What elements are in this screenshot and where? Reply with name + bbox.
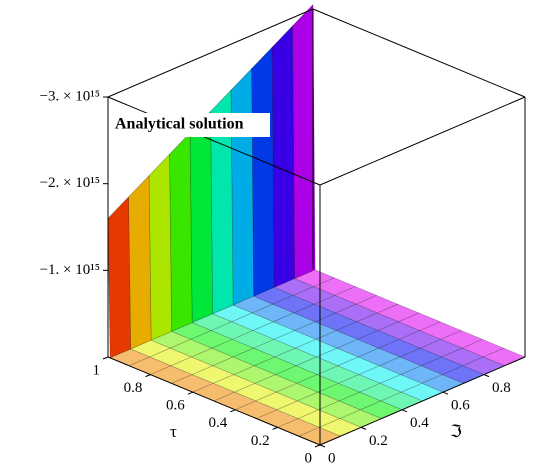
surface-patch: [254, 391, 299, 411]
surface-patch: [210, 321, 254, 340]
x-tick: [230, 409, 236, 413]
surface-patch: [419, 339, 463, 358]
box-edge: [107, 96, 321, 186]
z-tick-label: −3. × 10¹⁵: [40, 88, 100, 104]
surface-patch: [169, 339, 213, 358]
annotation-background: [112, 113, 270, 137]
surface-patch: [211, 339, 255, 358]
surface-patch: [190, 347, 234, 367]
surface-patch: [293, 303, 337, 323]
surface-patch: [297, 409, 341, 428]
y-axis-label: ℑ: [450, 422, 462, 441]
surface-patch: [338, 391, 382, 411]
y-tick: [319, 444, 326, 448]
surface-patch: [399, 347, 443, 367]
surface-patch: [274, 347, 318, 367]
box-edge: [312, 8, 526, 98]
y-tick-label: 0: [328, 450, 336, 466]
surface-patch: [376, 303, 420, 323]
surface-patch: [233, 383, 277, 402]
surface-patch: [232, 347, 276, 367]
y-tick: [401, 409, 408, 413]
surface-patch: [377, 339, 422, 358]
box-edge: [107, 8, 314, 98]
y-tick: [360, 426, 367, 430]
surface-patch: [271, 295, 316, 314]
x-tick-label: 0: [305, 450, 313, 466]
surface-patch: [334, 303, 379, 323]
surface-patch: [273, 278, 315, 296]
x-tick: [145, 374, 151, 378]
box-edge: [319, 356, 526, 446]
surface-patch: [313, 295, 357, 314]
surface-patch: [251, 46, 275, 297]
x-tick: [102, 356, 109, 360]
surface-patch: [148, 347, 193, 367]
surface-patch: [357, 347, 401, 367]
x-tick: [187, 391, 193, 395]
surface-patch: [312, 277, 357, 296]
surface-patch: [316, 365, 360, 384]
y-tick-label: 0.4: [410, 415, 429, 431]
surface-patch: [148, 153, 172, 341]
x-tick-label: 0.6: [166, 398, 185, 414]
surface-patch: [315, 347, 359, 367]
x-axis-label: τ: [170, 422, 177, 441]
x-tick: [272, 426, 278, 430]
x-tick-label: 0.2: [251, 433, 270, 449]
y-tick: [442, 391, 449, 395]
surface-patch: [252, 321, 296, 340]
surface-patch: [275, 383, 319, 402]
surface-patch: [230, 68, 254, 306]
surface-patch: [335, 321, 379, 340]
surface-patch: [418, 321, 463, 340]
surface-patch: [336, 339, 380, 358]
surface-patch: [399, 365, 444, 384]
y-tick-label: 0.8: [492, 380, 511, 396]
z-tick-label: −1. × 10¹⁵: [40, 262, 100, 278]
surface-patch: [271, 25, 295, 288]
surface-patch: [292, 3, 316, 280]
x-tick-label: 0.8: [124, 380, 143, 396]
surface-patch: [211, 304, 253, 323]
y-tick-label: 0.6: [451, 398, 470, 414]
surface-patch: [293, 321, 338, 340]
x-tick: [314, 444, 321, 448]
surface-patch: [251, 303, 295, 323]
surface-patch: [252, 339, 297, 358]
surface-patch: [107, 196, 131, 359]
surface-patch: [440, 347, 485, 367]
box-edge: [319, 96, 526, 186]
x-tick-label: 1: [93, 362, 101, 378]
surface-patch: [169, 132, 193, 332]
x-tick-label: 0.4: [208, 415, 227, 431]
y-tick-label: 0.2: [369, 433, 388, 449]
annotation: Analytical solution: [115, 116, 244, 133]
surface-patch: [296, 391, 340, 411]
surface-patch: [274, 365, 318, 384]
surface-patch: [189, 110, 213, 324]
box-edge: [107, 356, 321, 446]
surface-patch: [128, 174, 152, 350]
bounding-box: [107, 8, 526, 446]
y-tick: [483, 374, 490, 378]
surface-patch: [358, 365, 402, 384]
surface-patch: [191, 365, 235, 384]
surface-patch: [355, 295, 399, 314]
surface-patch: [294, 339, 338, 358]
z-tick-label: −2. × 10¹⁵: [40, 175, 100, 191]
surface-patch: [377, 321, 421, 340]
surface-patch: [170, 322, 212, 340]
surface-patch: [358, 383, 403, 402]
surface-patch: [317, 383, 361, 402]
surface-patch: [233, 365, 277, 384]
surface-patch: [461, 339, 505, 358]
